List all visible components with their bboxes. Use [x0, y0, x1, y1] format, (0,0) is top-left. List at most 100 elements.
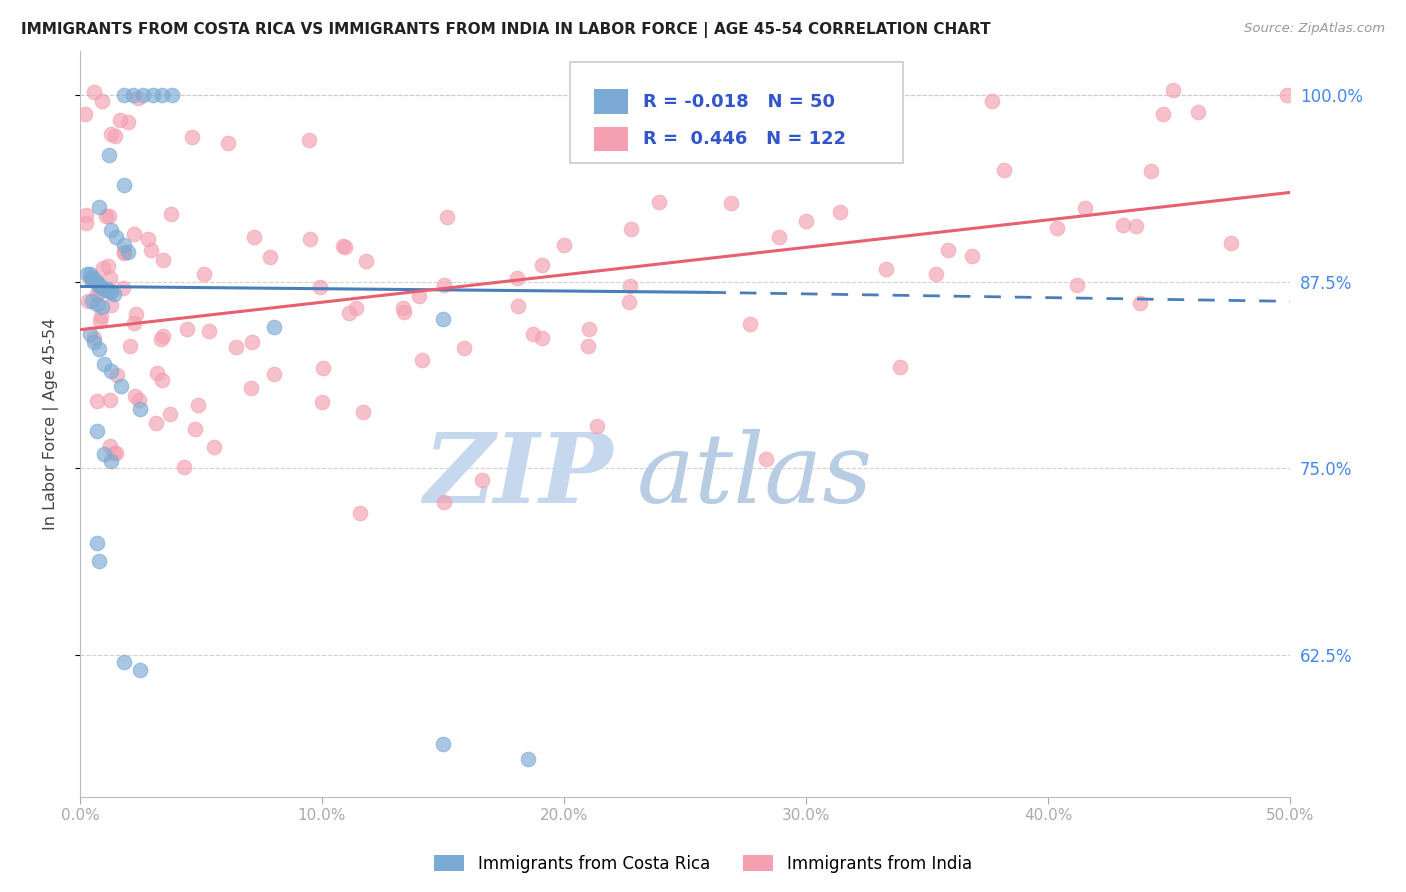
Point [129, 401, 152, 416]
Point [108, 113, 131, 128]
Point [93, 357, 115, 371]
Point [86, 536, 108, 550]
Point [586, 418, 609, 433]
Point [187, 399, 209, 413]
Point [89, 554, 111, 568]
Point [104, 128, 127, 143]
Point [344, 301, 367, 315]
Text: Source: ZipAtlas.com: Source: ZipAtlas.com [1244, 22, 1385, 36]
Point [97, 260, 120, 274]
Point [110, 379, 132, 393]
Point [86, 275, 108, 289]
Point [259, 250, 281, 264]
Point [392, 305, 415, 319]
Point [83, 273, 105, 287]
Point [508, 299, 530, 313]
Point [86, 424, 108, 438]
Point [80, 294, 103, 309]
Point [73, 107, 96, 121]
Point [1220, 235, 1243, 250]
Point [298, 133, 321, 147]
Point [79, 268, 101, 282]
Point [335, 239, 357, 253]
Text: ZIP: ZIP [423, 429, 613, 523]
Point [152, 253, 174, 268]
Point [120, 339, 142, 353]
Point [145, 367, 167, 381]
Point [619, 295, 641, 310]
Point [86, 286, 108, 301]
Point [105, 368, 128, 383]
Point [648, 194, 671, 209]
Point [127, 91, 149, 105]
Point [96, 282, 118, 296]
Point [309, 280, 332, 294]
Point [433, 278, 456, 293]
Point [738, 317, 761, 331]
Point [755, 451, 778, 466]
Point [145, 417, 167, 431]
Point [76, 293, 98, 308]
Point [122, 88, 145, 103]
Point [86, 277, 108, 291]
Point [100, 285, 122, 300]
Point [94, 209, 117, 223]
Point [83, 85, 105, 99]
Point [105, 230, 128, 244]
Point [620, 222, 643, 236]
Point [111, 281, 134, 295]
Point [98, 284, 121, 298]
Point [411, 352, 433, 367]
Point [936, 243, 959, 257]
Point [1066, 277, 1088, 292]
Point [112, 244, 135, 259]
Point [1129, 296, 1152, 310]
Point [263, 367, 285, 381]
Point [356, 254, 378, 268]
Point [1046, 220, 1069, 235]
Point [875, 261, 897, 276]
Point [349, 506, 371, 520]
Point [103, 286, 125, 301]
Point [225, 340, 247, 354]
Point [202, 440, 225, 454]
Point [89, 285, 111, 299]
Point [392, 301, 415, 315]
Point [132, 88, 155, 103]
Point [117, 245, 139, 260]
Point [104, 446, 127, 460]
Point [100, 392, 122, 407]
Point [796, 214, 818, 228]
FancyBboxPatch shape [595, 127, 628, 152]
Point [80, 270, 103, 285]
Point [578, 322, 600, 336]
Point [86, 394, 108, 409]
Point [433, 495, 456, 509]
Point [136, 232, 159, 246]
Point [173, 459, 195, 474]
Text: R = -0.018   N = 50: R = -0.018 N = 50 [643, 93, 835, 111]
Point [337, 306, 360, 320]
Point [160, 88, 183, 103]
Point [128, 392, 150, 407]
Point [184, 422, 207, 436]
Point [89, 342, 111, 356]
Point [124, 389, 146, 403]
Point [80, 273, 103, 287]
Point [1140, 164, 1163, 178]
Point [83, 334, 105, 349]
Point [830, 205, 852, 219]
Point [889, 359, 911, 374]
Point [242, 334, 264, 349]
Point [176, 322, 198, 336]
Point [86, 297, 108, 311]
Point [91, 261, 114, 276]
Point [122, 317, 145, 331]
Point [263, 319, 285, 334]
Point [93, 446, 115, 460]
Point [93, 282, 115, 296]
Point [432, 312, 454, 326]
Point [98, 209, 121, 223]
Point [100, 271, 122, 285]
Point [925, 267, 948, 281]
